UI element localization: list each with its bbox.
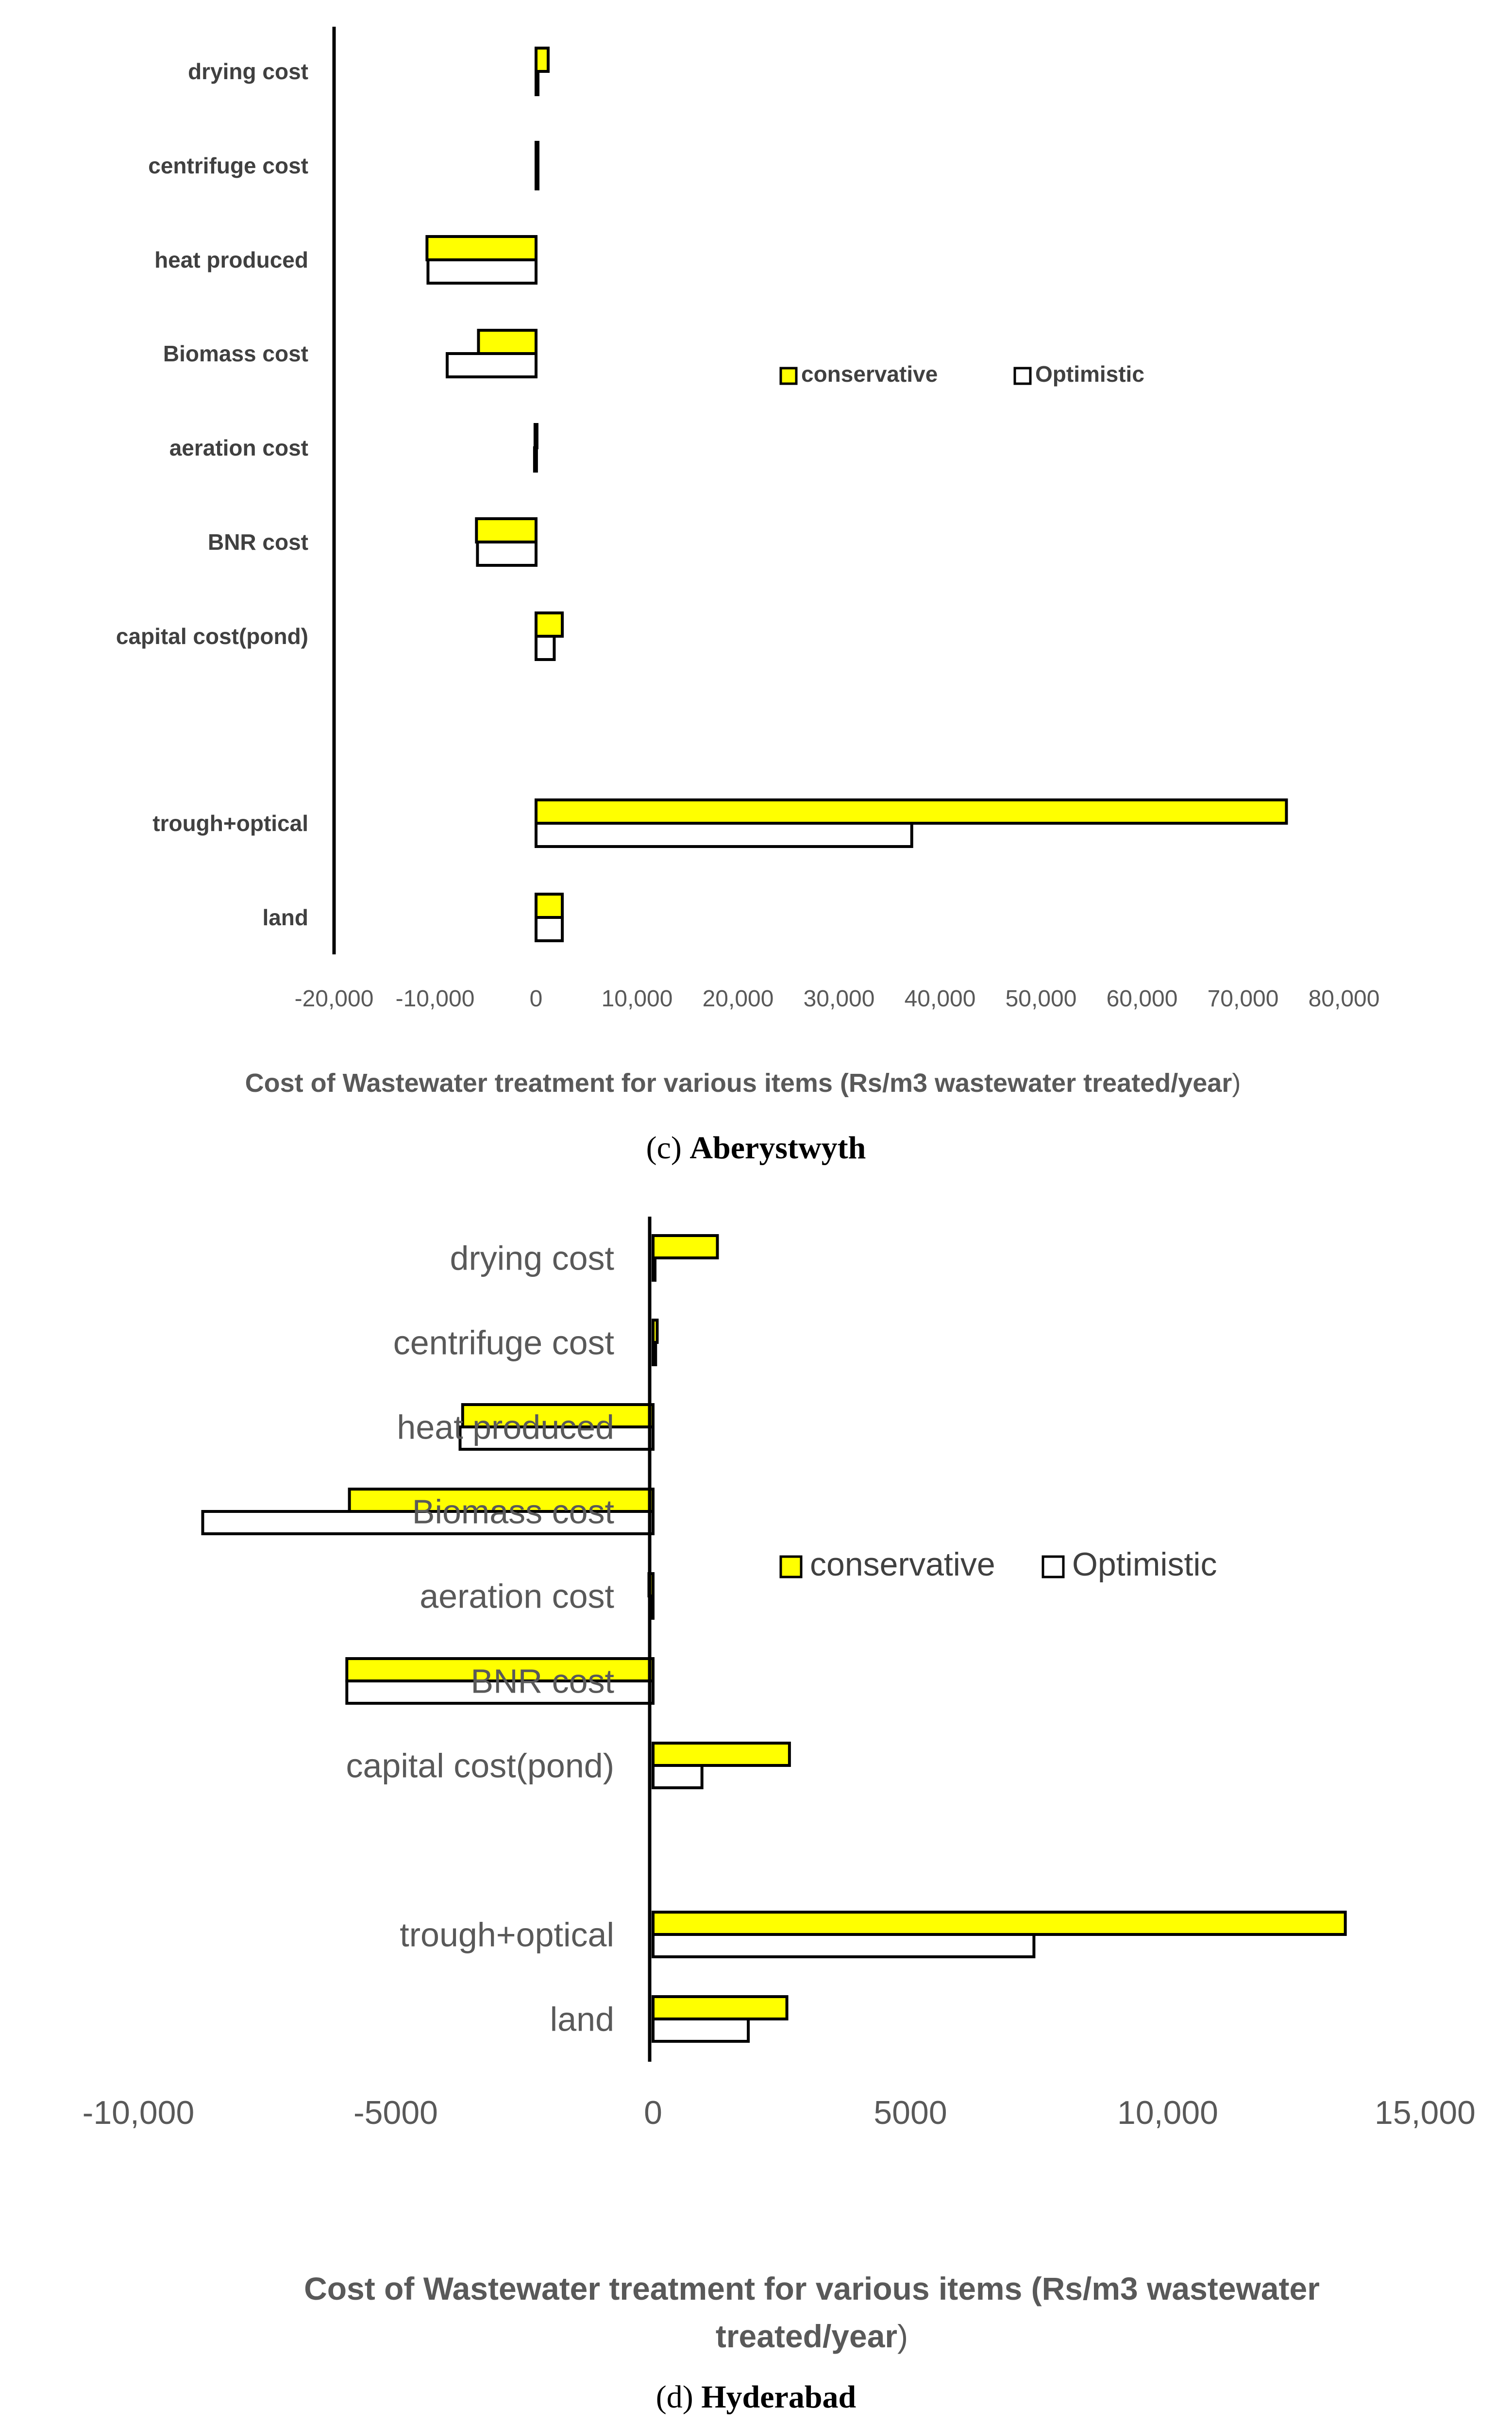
c-bar-optimistic-heat-produced: [426, 258, 538, 285]
c-category-label-drying-cost: drying cost: [188, 59, 308, 84]
d-x-tick-label: -5000: [353, 2094, 438, 2131]
d-category-label-biomass-cost: Biomass cost: [412, 1493, 614, 1531]
d-legend-swatch-conservative: [779, 1555, 803, 1578]
c-caption-place: Aberystwyth: [689, 1130, 866, 1166]
d-bar-conservative-trough-optical: [652, 1911, 1347, 1936]
d-x-axis-title-line2: treated/year): [716, 2318, 908, 2354]
c-x-axis-title-main: Cost of Wastewater treatment for various…: [245, 1068, 1232, 1098]
c-x-tick-label: 10,000: [602, 986, 673, 1012]
d-bar-optimistic-centrifuge-cost: [652, 1341, 657, 1366]
d-category-label-trough-optical: trough+optical: [400, 1916, 614, 1954]
c-bar-optimistic-drying-cost: [535, 70, 539, 96]
c-category-label-trough-optical: trough+optical: [152, 811, 308, 836]
d-caption: (d) Hyderabad: [656, 2379, 857, 2415]
c-x-axis-title-paren: ): [1232, 1068, 1241, 1098]
d-bar-optimistic-heat-produced: [458, 1425, 655, 1451]
c-bar-optimistic-capital-cost-pond: [535, 635, 556, 661]
c-category-label-bnr-cost: BNR cost: [208, 529, 308, 555]
d-category-label-drying-cost: drying cost: [450, 1239, 614, 1277]
d-bar-optimistic-land: [652, 2018, 750, 2043]
c-bar-optimistic-trough-optical: [535, 822, 913, 848]
c-bar-conservative-capital-cost-pond: [535, 611, 564, 638]
d-category-label-land: land: [550, 2001, 614, 2038]
c-category-label-land: land: [262, 905, 308, 930]
d-category-label-capital-cost-pond: capital cost(pond): [346, 1747, 614, 1785]
chart-hyderabad: drying cost centrifuge cost heat produced B…: [83, 1217, 1476, 2415]
c-legend-label-conservative: conservative: [801, 361, 938, 387]
c-legend-swatch-optimistic: [1013, 367, 1032, 385]
c-bar-optimistic-biomass-cost: [445, 352, 538, 378]
c-category-label-capital-cost-pond: capital cost(pond): [116, 624, 308, 649]
c-x-tick-label: 40,000: [905, 986, 976, 1012]
d-bar-optimistic-biomass-cost: [201, 1510, 655, 1535]
c-bar-conservative-aeration-cost: [533, 423, 538, 449]
c-bar-optimistic-centrifuge-cost: [535, 164, 539, 190]
d-bar-conservative-bnr-cost: [345, 1657, 655, 1682]
c-x-tick-label: 60,000: [1107, 986, 1178, 1012]
c-x-tick-label: 70,000: [1208, 986, 1279, 1012]
c-legend: conservative Optimistic: [779, 361, 1144, 387]
d-bar-optimistic-bnr-cost: [345, 1679, 655, 1705]
c-x-tick-label: -10,000: [396, 986, 475, 1012]
d-category-label-bnr-cost: BNR cost: [470, 1662, 614, 1700]
d-x-axis-title-line1: Cost of Wastewater treatment for various…: [304, 2271, 1320, 2306]
c-bar-conservative-bnr-cost: [475, 517, 538, 543]
d-bar-optimistic-capital-cost-pond: [652, 1764, 704, 1789]
d-x-tick-label: -10,000: [83, 2094, 195, 2131]
c-bar-optimistic-land: [535, 916, 564, 942]
d-x-axis-title-paren: ): [897, 2318, 908, 2354]
c-bar-conservative-heat-produced: [425, 235, 538, 261]
c-category-label-heat-produced: heat produced: [154, 247, 308, 272]
d-x-tick-label: 5000: [874, 2094, 947, 2131]
c-x-tick-label: 20,000: [703, 986, 774, 1012]
d-bar-optimistic-drying-cost: [652, 1256, 656, 1282]
c-category-label-aeration-cost: aeration cost: [169, 435, 308, 460]
d-caption-place: Hyderabad: [701, 2379, 856, 2415]
c-caption-letter: c: [657, 1130, 671, 1166]
c-legend-label-optimistic: Optimistic: [1035, 361, 1144, 387]
c-bar-optimistic-bnr-cost: [476, 541, 538, 567]
c-bar-conservative-trough-optical: [535, 798, 1288, 825]
d-bar-optimistic-trough-optical: [652, 1933, 1036, 1958]
c-x-tick-label: 50,000: [1006, 986, 1077, 1012]
c-x-tick-label: 30,000: [804, 986, 875, 1012]
c-bar-conservative-land: [535, 893, 564, 919]
d-x-tick-label: 0: [644, 2094, 662, 2131]
chart-aberystwyth: drying cost centrifuge cost heat produced B…: [116, 27, 1380, 1166]
d-bar-conservative-centrifuge-cost: [652, 1319, 659, 1344]
d-bar-conservative-land: [652, 1995, 789, 2020]
d-legend-swatch-optimistic: [1042, 1555, 1065, 1578]
d-category-label-centrifuge-cost: centrifuge cost: [393, 1324, 614, 1362]
d-x-tick-label: 15,000: [1375, 2094, 1476, 2131]
c-x-tick-label: 80,000: [1309, 986, 1380, 1012]
d-category-label-aeration-cost: aeration cost: [420, 1577, 614, 1615]
d-legend-label-optimistic: Optimistic: [1072, 1546, 1217, 1583]
c-x-tick-label: 0: [530, 986, 543, 1012]
d-caption-letter: d: [667, 2379, 683, 2415]
d-x-axis-title: Cost of Wastewater treatment for various…: [304, 2271, 1320, 2354]
c-x-tick-label: -20,000: [295, 986, 374, 1012]
c-bar-optimistic-aeration-cost: [533, 446, 538, 473]
c-bar-conservative-drying-cost: [535, 47, 550, 73]
c-category-label-biomass-cost: Biomass cost: [163, 341, 308, 366]
d-legend: conservative Optimistic: [779, 1546, 1217, 1583]
d-bar-conservative-drying-cost: [652, 1234, 719, 1259]
c-bar-conservative-centrifuge-cost: [535, 141, 539, 167]
d-category-label-heat-produced: heat produced: [397, 1408, 614, 1446]
d-bar-conservative-capital-cost-pond: [652, 1742, 791, 1767]
c-caption: (c) Aberystwyth: [646, 1130, 866, 1166]
c-bar-conservative-biomass-cost: [477, 329, 538, 355]
c-x-axis-title: Cost of Wastewater treatment for various…: [245, 1068, 1241, 1098]
d-legend-label-conservative: conservative: [810, 1546, 995, 1583]
c-legend-swatch-conservative: [779, 367, 798, 385]
c-category-label-centrifuge-cost: centrifuge cost: [148, 153, 308, 178]
d-x-tick-label: 10,000: [1117, 2094, 1218, 2131]
